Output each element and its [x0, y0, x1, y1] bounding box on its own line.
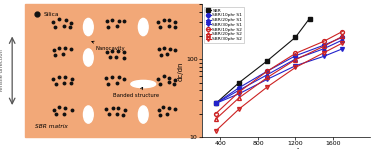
SBR/10phr S1 [214, 103, 218, 104]
SBR/30phr S1 [265, 78, 270, 80]
Y-axis label: dc/dn: dc/dn [177, 61, 183, 80]
Text: Banded structure: Banded structure [113, 87, 159, 98]
SBR/20phr S1 [321, 48, 326, 50]
SBR/10phr S2 [214, 113, 218, 114]
Text: Silica: Silica [44, 12, 60, 17]
SBR/10phr S1 [321, 44, 326, 46]
SBR/30phr S2 [321, 52, 326, 54]
SBR/30phr S1 [340, 48, 345, 50]
SBR/20phr S2 [214, 118, 218, 120]
SBR/10phr S1 [293, 55, 298, 57]
SBR/30phr S2 [214, 130, 218, 132]
SBR/30phr S2 [340, 42, 345, 44]
Line: SBR/10phr S2: SBR/10phr S2 [214, 30, 344, 115]
Ellipse shape [84, 106, 93, 123]
SBR/10phr S1 [265, 70, 270, 72]
Ellipse shape [138, 18, 148, 36]
X-axis label: T/ J m⁻²: T/ J m⁻² [273, 148, 299, 149]
SBR [293, 36, 298, 38]
Ellipse shape [138, 106, 148, 123]
Line: SBR: SBR [214, 17, 311, 105]
Line: SBR/20phr S2: SBR/20phr S2 [214, 34, 344, 121]
SBR/20phr S1 [265, 74, 270, 76]
SBR/30phr S2 [237, 108, 242, 110]
SBR/30phr S1 [214, 103, 218, 104]
SBR/10phr S2 [340, 31, 345, 32]
SBR/10phr S2 [321, 41, 326, 42]
SBR/30phr S2 [293, 67, 298, 68]
SBR/20phr S2 [265, 77, 270, 78]
SBR [237, 82, 242, 83]
Ellipse shape [84, 18, 93, 36]
SBR/20phr S2 [340, 35, 345, 37]
SBR/30phr S2 [265, 86, 270, 88]
SBR/10phr S2 [237, 91, 242, 93]
SBR/20phr S2 [237, 97, 242, 98]
SBR/30phr S1 [237, 93, 242, 95]
SBR/30phr S1 [293, 65, 298, 67]
Line: SBR/30phr S2: SBR/30phr S2 [214, 41, 344, 133]
SBR [265, 60, 270, 62]
Ellipse shape [131, 80, 156, 88]
Text: Nanocavity: Nanocavity [92, 41, 125, 51]
Legend: SBR, SBR/10phr S1, SBR/20phr S1, SBR/30phr S1, SBR/10phr S2, SBR/20phr S2, SBR/3: SBR, SBR/10phr S1, SBR/20phr S1, SBR/30p… [204, 7, 244, 43]
SBR/20phr S1 [214, 103, 218, 104]
Text: SBR matrix: SBR matrix [35, 124, 68, 129]
Text: dc/dn: dc/dn [206, 62, 211, 80]
SBR/30phr S1 [321, 56, 326, 57]
Line: SBR/10phr S1: SBR/10phr S1 [214, 35, 344, 105]
SBR [214, 103, 218, 104]
Ellipse shape [84, 49, 93, 66]
SBR/20phr S1 [237, 89, 242, 91]
SBR/20phr S2 [293, 59, 298, 61]
Text: Tensile direction: Tensile direction [0, 49, 4, 92]
SBR/10phr S2 [293, 52, 298, 54]
SBR/10phr S1 [340, 36, 345, 38]
SBR/20phr S1 [293, 58, 298, 60]
SBR/10phr S1 [237, 87, 242, 89]
Line: SBR/30phr S1: SBR/30phr S1 [214, 47, 344, 105]
Line: SBR/20phr S1: SBR/20phr S1 [214, 38, 344, 105]
SBR/20phr S1 [340, 39, 345, 41]
SBR [307, 18, 312, 20]
SBR/10phr S2 [265, 70, 270, 72]
SBR/20phr S2 [321, 46, 326, 47]
